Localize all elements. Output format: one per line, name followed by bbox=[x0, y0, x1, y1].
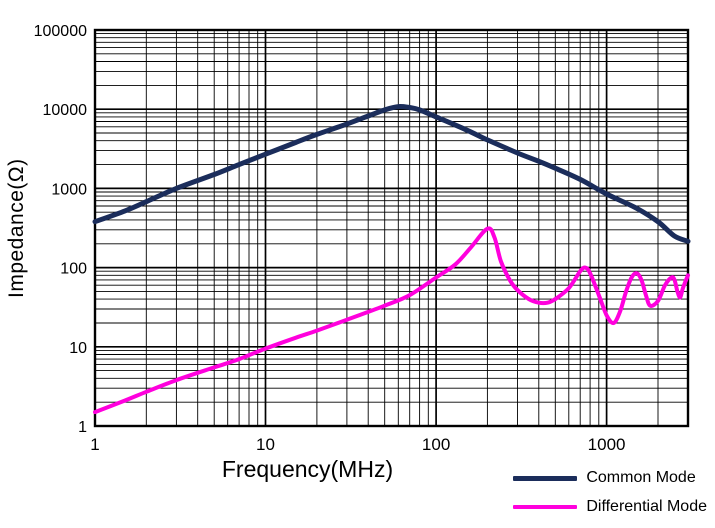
series-differential-mode bbox=[93, 226, 690, 415]
x-tick-label: 1 bbox=[90, 435, 99, 454]
y-tick-label: 100000 bbox=[34, 23, 87, 40]
legend-label: Differential Mode bbox=[586, 498, 707, 515]
x-tick-label: 100 bbox=[422, 435, 450, 454]
y-tick-label: 1000 bbox=[51, 181, 87, 198]
gridlines bbox=[94, 29, 689, 427]
x-tick-label: 10 bbox=[256, 435, 275, 454]
y-tick-label: 10 bbox=[69, 340, 87, 357]
y-tick-label: 100 bbox=[60, 261, 87, 278]
plot-border bbox=[93, 28, 690, 428]
y-tick-label: 10000 bbox=[43, 102, 88, 119]
series-common-mode bbox=[92, 104, 691, 244]
y-tick-label: 1 bbox=[78, 419, 87, 436]
y-axis-label: Impedance(Ω) bbox=[5, 158, 28, 298]
legend-swatch bbox=[513, 505, 578, 509]
legend-item: Common Mode bbox=[513, 469, 707, 487]
legend-swatch bbox=[513, 475, 578, 481]
x-axis-label: Frequency(MHz) bbox=[221, 456, 394, 482]
legend-label: Common Mode bbox=[586, 469, 696, 486]
legend: Common Mode Differential Mode bbox=[513, 469, 707, 516]
x-tick-label: 1000 bbox=[588, 435, 626, 454]
legend-item: Differential Mode bbox=[513, 498, 707, 516]
